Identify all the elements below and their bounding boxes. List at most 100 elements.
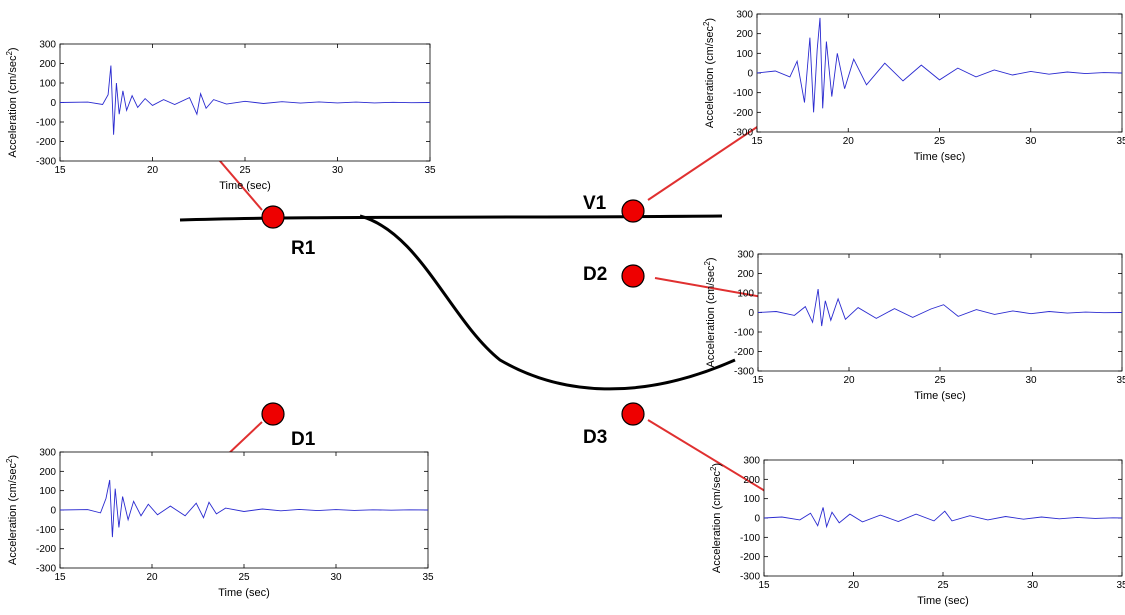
station-label-d1: D1 [291,429,316,450]
y-tick-label: 100 [743,494,760,505]
x-tick-label: 25 [934,136,946,147]
y-tick-label: 0 [754,514,760,525]
y-axis-label: Acceleration (cm/sec2) [709,463,723,573]
station-label-d3: D3 [583,427,607,448]
acceleration-trace-r1 [59,65,431,135]
acceleration-trace-d3 [763,507,1123,529]
station-marker-d3 [621,402,645,426]
y-tick-label: -300 [740,572,760,583]
x-tick-label: 15 [758,580,770,591]
x-tick-label: 25 [934,375,946,386]
y-tick-label: 100 [737,289,754,300]
y-tick-label: -100 [36,525,56,536]
x-tick-label: 30 [330,572,342,583]
station-label-d2: D2 [583,264,607,285]
x-tick-label: 20 [147,165,159,176]
x-tick-label: 35 [1116,580,1125,591]
leader-d3 [647,419,771,495]
plot-frame-d3 [763,459,1123,577]
y-tick-label: 300 [737,250,754,261]
x-tick-label: 35 [424,165,436,176]
y-axis-label: Acceleration (cm/sec2) [702,18,716,128]
x-axis-label: Time (sec) [219,180,271,192]
panel-d3: 15 20 25 30 35 300 200 100 0 -100 -200 -300 Time (se… [709,456,1125,608]
x-tick-label: 35 [1116,375,1125,386]
x-tick-label: 25 [238,572,250,583]
x-tick-label: 20 [843,136,855,147]
y-axis-label: Acceleration (cm/sec2) [5,455,19,565]
x-axis-label: Time (sec) [218,587,270,599]
panel-v1: 15 20 25 30 35 300 200 100 0 -100 -200 -300 Time (se… [702,10,1125,164]
acceleration-trace-d1 [59,479,429,538]
x-tick-label: 15 [54,572,66,583]
leader-lines [189,116,773,495]
x-tick-label: 30 [332,165,344,176]
panel-d1: 15 20 25 30 35 300 200 100 0 -100 -200 -300 Time (se… [5,448,434,600]
y-tick-label: 200 [736,29,753,40]
y-tick-label: 100 [39,79,56,90]
y-tick-label: -100 [733,88,753,99]
station-markers [261,199,645,426]
x-tick-label: 30 [1025,375,1037,386]
station-labels: R1 V1 D2 D1 D3 [291,193,607,450]
station-marker-v1 [621,199,645,223]
x-tick-label: 25 [239,165,251,176]
y-tick-label: -200 [734,347,754,358]
panel-r1: 15 20 25 30 35 300 200 100 0 -100 -200 -300 Time (se… [5,40,436,193]
y-tick-label: -300 [734,367,754,378]
x-axis-label: Time (sec) [917,595,969,607]
y-tick-label: -300 [36,564,56,575]
leader-v1 [647,116,773,201]
y-tick-label: 0 [50,506,56,517]
x-tick-label: 20 [848,580,860,591]
y-tick-label: 0 [747,69,753,80]
y-tick-label: -200 [36,137,56,148]
panel-d2: 15 20 25 30 35 300 200 100 0 -100 -200 -300 Time (se… [703,250,1125,403]
y-tick-label: 200 [39,59,56,70]
x-tick-label: 30 [1025,136,1037,147]
x-tick-label: 35 [422,572,434,583]
x-tick-label: 30 [1027,580,1039,591]
x-tick-label: 15 [54,165,66,176]
y-tick-label: 0 [748,308,754,319]
x-axis-label: Time (sec) [914,390,966,402]
y-tick-label: 300 [39,40,56,51]
y-tick-label: 200 [39,467,56,478]
y-tick-label: -200 [740,552,760,563]
y-tick-label: -300 [733,128,753,139]
y-tick-label: 100 [736,49,753,60]
y-tick-label: -300 [36,157,56,168]
acceleration-trace-d2 [757,289,1123,327]
y-tick-label: -100 [36,118,56,129]
x-tick-label: 25 [937,580,949,591]
x-tick-label: 15 [751,136,763,147]
fault-branch [359,214,736,391]
station-marker-d1 [261,402,285,426]
y-axis-label: Acceleration (cm/sec2) [5,47,19,157]
station-marker-d2 [621,264,645,288]
y-tick-label: 200 [737,269,754,280]
y-tick-label: -100 [740,533,760,544]
x-tick-label: 20 [843,375,855,386]
y-tick-label: 200 [743,475,760,486]
station-marker-r1 [261,205,285,229]
station-label-v1: V1 [583,193,607,214]
y-tick-label: 300 [736,10,753,21]
y-tick-label: 0 [50,98,56,109]
y-tick-label: -200 [733,108,753,119]
x-axis-label: Time (sec) [914,151,966,163]
station-label-r1: R1 [291,238,316,259]
fault-lines [179,214,736,391]
y-tick-label: 300 [39,448,56,459]
plot-frame-d2 [757,253,1123,372]
x-tick-label: 35 [1116,136,1125,147]
x-tick-label: 15 [752,375,764,386]
x-tick-label: 20 [146,572,158,583]
y-axis-label: Acceleration (cm/sec2) [703,257,717,367]
y-tick-label: 300 [743,456,760,467]
leader-d2 [654,277,769,299]
y-tick-label: -200 [36,544,56,555]
acceleration-trace-v1 [756,17,1123,113]
